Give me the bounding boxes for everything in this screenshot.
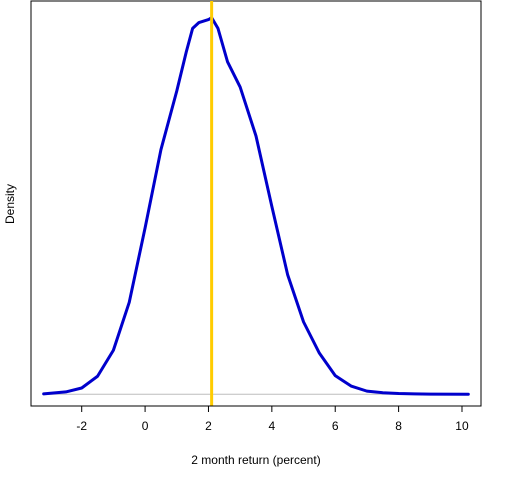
x-axis-label: 2 month return (percent): [191, 453, 320, 467]
density-series-line: [42, 16, 470, 396]
x-tick-label: 2: [205, 419, 212, 433]
x-tick-label: 6: [332, 419, 339, 433]
plot-frame: [30, 0, 482, 407]
x-tick-label: 10: [455, 419, 469, 433]
x-tick-label: 8: [395, 419, 402, 433]
x-tick-label: 0: [142, 419, 149, 433]
x-tick-label: -2: [76, 419, 87, 433]
y-axis-label: Density: [3, 184, 17, 224]
x-tick-label: 4: [269, 419, 276, 433]
